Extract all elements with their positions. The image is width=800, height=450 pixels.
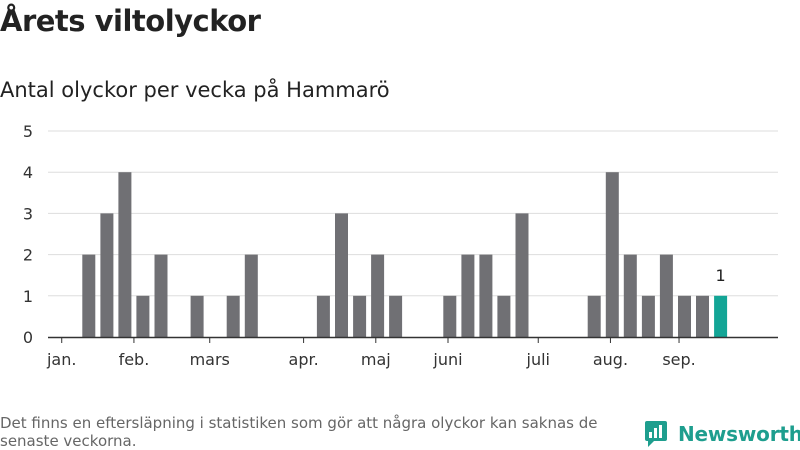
bar-highlight <box>714 295 728 337</box>
chart-subtitle: Antal olyckor per vecka på Hammarö <box>0 78 390 102</box>
x-tick-label: sep. <box>662 350 695 369</box>
bar <box>82 254 96 337</box>
y-tick-label: 2 <box>23 246 33 265</box>
bar <box>190 295 204 337</box>
bar <box>641 295 655 337</box>
bar <box>605 172 619 337</box>
y-tick-label: 3 <box>23 204 33 223</box>
y-tick-label: 5 <box>23 122 33 141</box>
bar <box>316 295 330 337</box>
bar <box>226 295 240 337</box>
bar <box>154 254 168 337</box>
newsworthy-logo-icon <box>645 421 667 447</box>
bar <box>461 254 475 337</box>
bar <box>335 213 348 337</box>
x-tick-label: mars <box>190 350 230 369</box>
bar <box>479 254 493 337</box>
data-label: 1 <box>715 266 725 285</box>
bar <box>659 254 673 337</box>
bar-chart: 0 1 2 3 4 5 1 jan. feb. mars apr. maj juni juli aug. se… <box>23 122 778 369</box>
bar <box>353 295 367 337</box>
y-tick-label: 1 <box>23 287 33 306</box>
bar <box>100 213 114 337</box>
x-tick-label: apr. <box>289 350 319 369</box>
x-tick-label: juni <box>432 350 462 369</box>
x-tick-label: juli <box>526 350 550 369</box>
bar <box>587 295 601 337</box>
x-tick-label: aug. <box>593 350 628 369</box>
bar <box>371 254 385 337</box>
newsworthy-logo: Newsworthy <box>644 420 800 448</box>
y-tick-label: 0 <box>23 328 33 347</box>
bar <box>623 254 637 337</box>
brand-name: Newsworthy <box>678 422 800 446</box>
bar <box>696 295 709 337</box>
footnote: Det finns en eftersläpning i statistiken… <box>0 414 598 450</box>
y-tick-label: 4 <box>23 163 33 182</box>
x-tick-label: maj <box>361 350 391 369</box>
bar <box>244 254 258 337</box>
bar <box>136 295 150 337</box>
bar <box>389 295 403 337</box>
bar <box>497 295 511 337</box>
x-tick-label: jan. <box>46 350 76 369</box>
bar <box>678 295 691 337</box>
x-tick-label: feb. <box>119 350 150 369</box>
bar <box>118 172 132 337</box>
bar <box>515 213 529 337</box>
chart-title: Årets viltolyckor <box>0 4 261 38</box>
bar <box>443 295 457 337</box>
